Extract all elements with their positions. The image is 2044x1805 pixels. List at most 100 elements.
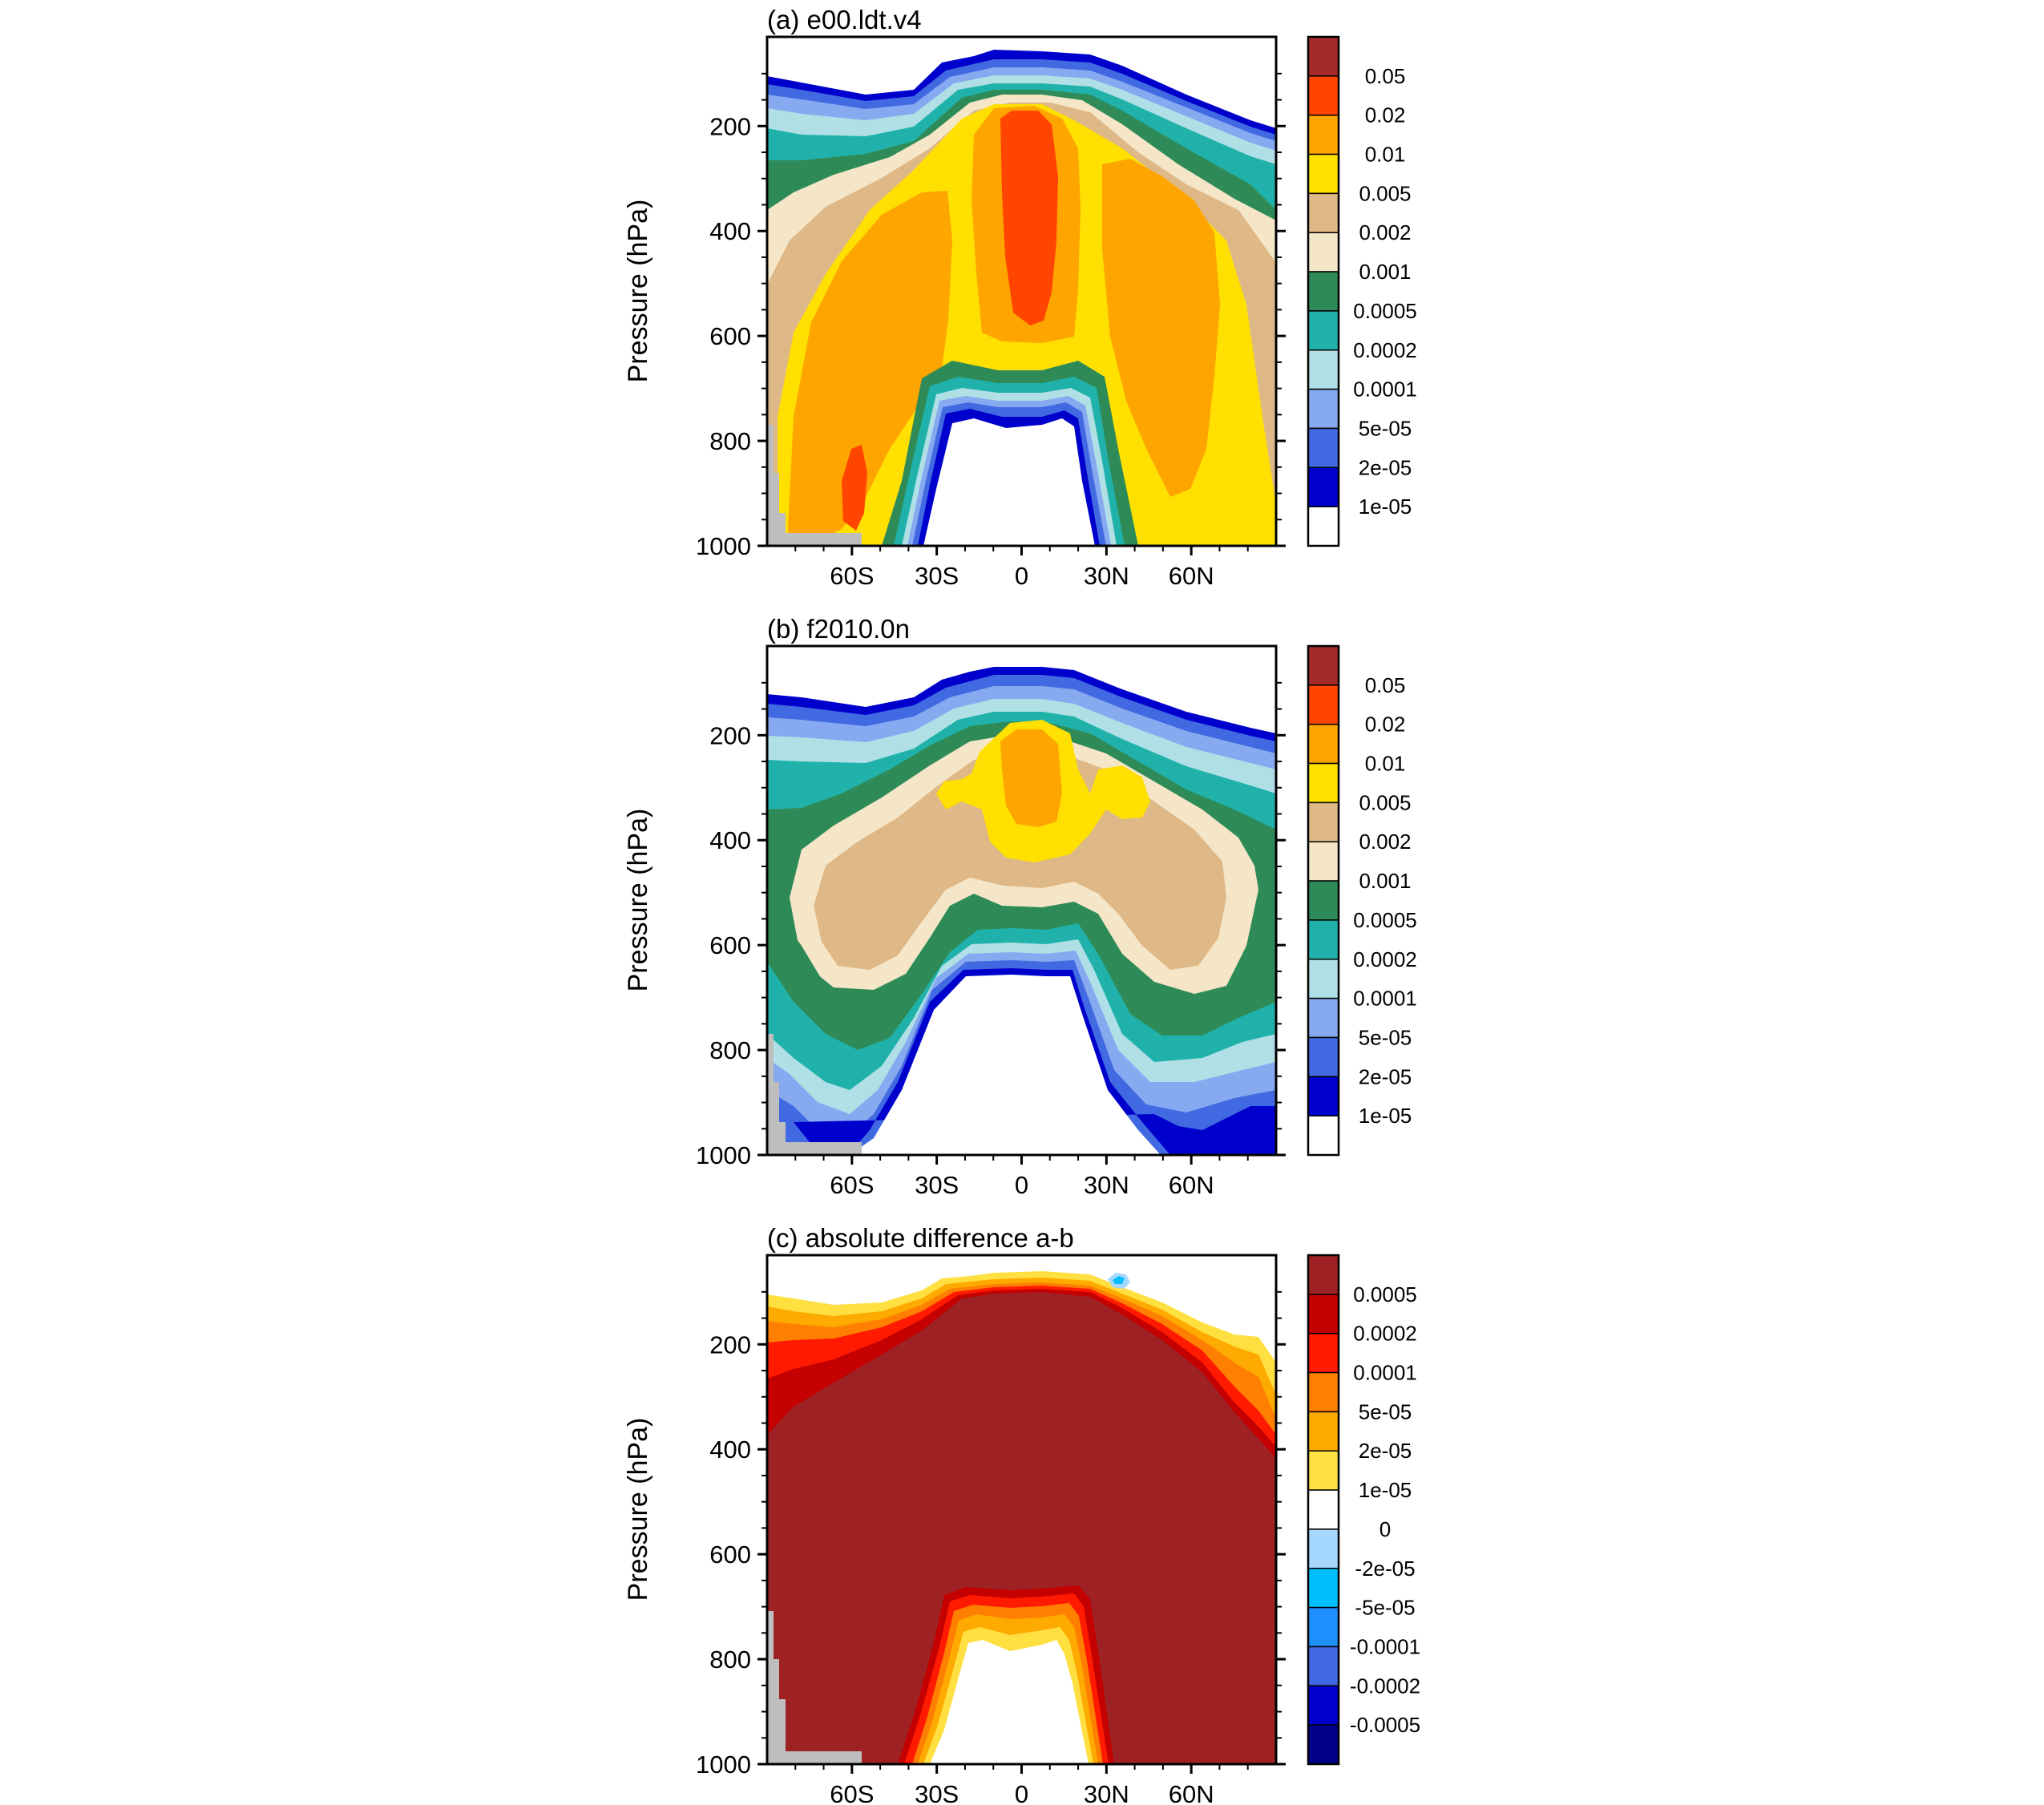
panel-b-colorbar-swatch bbox=[1307, 1076, 1339, 1117]
panel-a-region-white-dome bbox=[923, 418, 1095, 546]
panel-b-colorbar-label: 0.0005 bbox=[1353, 908, 1417, 932]
panel-b-colorbar: 0.05 0.02 0.01 0.005 0.002 0.001 0.0005 0.0002 0… bbox=[1307, 644, 1417, 1157]
panel-c-colorbar-label: 0 bbox=[1379, 1517, 1391, 1541]
panel-c-colorbar-label: -5e-05 bbox=[1355, 1596, 1415, 1620]
panel-c-colorbar-swatch bbox=[1307, 1528, 1339, 1569]
panel-a-region-2e02-south bbox=[842, 445, 867, 531]
panel-b-colorbar-swatch bbox=[1307, 841, 1339, 882]
panel-b-colorbar-label: 0.005 bbox=[1359, 790, 1411, 814]
panel-a-colorbar-swatch bbox=[1307, 271, 1339, 312]
panel-c-colorbar-swatch bbox=[1307, 1685, 1339, 1726]
panel-a-colorbar: 0.05 0.02 0.01 0.005 0.002 0.001 0.0005 0.0002 0… bbox=[1307, 35, 1417, 547]
panel-c-region-5e04 bbox=[767, 1292, 1276, 1764]
panel-a-missing-data bbox=[767, 425, 862, 546]
panel-b-colorbar-frame bbox=[1307, 644, 1340, 1157]
panel-c-region-negative-blob-core bbox=[1113, 1276, 1125, 1284]
panel-a-colorbar-label: 0.01 bbox=[1365, 143, 1406, 167]
panel-a-colorbar-swatch bbox=[1307, 427, 1339, 469]
panel-a-axes: 200 400 600 800 1000 60S 30S 0 30N 60N bbox=[696, 72, 1286, 590]
panel-a-colorbar-swatch bbox=[1307, 310, 1339, 351]
panel-b: (b) f2010.0n Pressure (hPa) 200 400 600 800… bbox=[623, 614, 1417, 1199]
panel-a-colorbar-swatch bbox=[1307, 153, 1339, 195]
panel-b-contours bbox=[767, 646, 1276, 1155]
panel-a-region-1e02-left bbox=[788, 191, 952, 546]
panel-a-colorbar-swatch bbox=[1307, 388, 1339, 430]
panel-a-colorbar-swatch bbox=[1307, 36, 1339, 77]
panel-c-colorbar-swatch bbox=[1307, 1332, 1339, 1374]
panel-b-colorbar-label: 0.0001 bbox=[1353, 987, 1417, 1011]
panel-b-region-white-dome bbox=[850, 975, 1161, 1155]
panel-b-colorbar-label: 0.001 bbox=[1359, 869, 1411, 893]
panel-b-colorbar-label: 0.05 bbox=[1365, 673, 1406, 697]
panel-b-colorbar-label: 0.01 bbox=[1365, 752, 1406, 776]
panel-a: (a) e00.ldt.v4 Pressure (hPa) bbox=[623, 5, 1417, 590]
panel-b-colorbar-swatch bbox=[1307, 645, 1339, 686]
panel-c-colorbar: 0.0005 0.0002 0.0001 5e-05 2e-05 1e-05 0 -2e-05… bbox=[1307, 1254, 1420, 1766]
panel-b-title: (b) f2010.0n bbox=[767, 614, 910, 644]
panel-a-title: (a) e00.ldt.v4 bbox=[767, 5, 922, 34]
panel-c-missing-data bbox=[767, 1611, 862, 1764]
panel-c-colorbar-label: 5e-05 bbox=[1359, 1399, 1412, 1423]
panel-c-xtick-label: 60S bbox=[830, 1780, 874, 1805]
panel-a-xtick-label: 0 bbox=[1015, 562, 1028, 590]
panel-c-colorbar-swatch bbox=[1307, 1489, 1339, 1530]
panel-a-colorbar-swatch bbox=[1307, 75, 1339, 116]
panel-c-ylabel: Pressure (hPa) bbox=[623, 1418, 653, 1601]
panel-a-colorbar-label: 0.002 bbox=[1359, 220, 1411, 244]
panel-c-colorbar-swatch bbox=[1307, 1294, 1339, 1335]
panel-b-ytick-label: 400 bbox=[709, 826, 751, 854]
panel-a-ytick-label: 800 bbox=[709, 427, 751, 455]
panel-c-contours bbox=[767, 1255, 1276, 1764]
panel-a-colorbar-label: 0.001 bbox=[1359, 260, 1411, 284]
panel-a-region-2e02-center bbox=[1000, 111, 1058, 325]
panel-a-colorbar-swatch bbox=[1307, 466, 1339, 507]
panel-c-title: (c) absolute difference a-b bbox=[767, 1223, 1074, 1253]
panel-c-colorbar-label: -0.0002 bbox=[1350, 1674, 1420, 1698]
panel-a-contours bbox=[767, 37, 1276, 546]
panel-a-xtick-label: 30N bbox=[1084, 562, 1129, 590]
panel-b-colorbar-swatch bbox=[1307, 919, 1339, 960]
panel-b-colorbar-label: 0.02 bbox=[1365, 713, 1406, 737]
panel-a-ylabel: Pressure (hPa) bbox=[623, 200, 653, 383]
panel-b-ytick-label: 200 bbox=[709, 721, 751, 749]
panel-c-region-zero-dome bbox=[930, 1640, 1089, 1764]
panel-c-colorbar-swatch bbox=[1307, 1411, 1339, 1452]
panel-c-colorbar-swatch bbox=[1307, 1724, 1339, 1765]
panel-a-ytick-label: 200 bbox=[709, 112, 751, 140]
panel-a-colorbar-label: 0.0001 bbox=[1353, 378, 1417, 402]
panel-a-colorbar-label: 5e-05 bbox=[1359, 416, 1412, 440]
panel-c-colorbar-label: 0.0001 bbox=[1353, 1361, 1417, 1385]
panel-a-colorbar-label: 0.02 bbox=[1365, 103, 1406, 127]
panel-b-colorbar-swatch bbox=[1307, 959, 1339, 999]
panel-b-colorbar-swatch bbox=[1307, 802, 1339, 842]
panel-b-region-1e02 bbox=[1000, 729, 1062, 827]
panel-c-colorbar-label: 2e-05 bbox=[1359, 1439, 1412, 1463]
panel-b-colorbar-label: 5e-05 bbox=[1359, 1025, 1412, 1049]
panel-b-xtick-label: 30S bbox=[915, 1171, 959, 1199]
panel-c-colorbar-swatch bbox=[1307, 1254, 1339, 1295]
panel-b-missing-data bbox=[767, 1034, 862, 1155]
panel-b-xtick-label: 30N bbox=[1084, 1171, 1129, 1199]
panel-c: (c) absolute difference a-b Pressure (hP… bbox=[623, 1223, 1420, 1805]
panel-b-ytick-label: 1000 bbox=[696, 1141, 751, 1169]
panel-c-colorbar-label: 1e-05 bbox=[1359, 1478, 1412, 1502]
panel-b-axes: 200 400 600 800 1000 60S 30S 0 30N 60N bbox=[696, 681, 1286, 1199]
panel-a-colorbar-swatch bbox=[1307, 232, 1339, 273]
panel-c-ytick-label: 800 bbox=[709, 1645, 751, 1674]
panel-b-colorbar-swatch bbox=[1307, 762, 1339, 804]
panel-a-colorbar-swatch bbox=[1307, 349, 1339, 390]
panel-c-axes: 200 400 600 800 1000 60S 30S 0 30N 60N bbox=[696, 1290, 1286, 1805]
panel-a-colorbar-label: 0.0005 bbox=[1353, 299, 1417, 323]
panel-c-colorbar-label: 0.0005 bbox=[1353, 1282, 1417, 1306]
panel-c-colorbar-swatch bbox=[1307, 1371, 1339, 1413]
panel-a-xtick-label: 60N bbox=[1169, 562, 1214, 590]
panel-a-ytick-label: 600 bbox=[709, 322, 751, 350]
panel-b-ytick-label: 600 bbox=[709, 931, 751, 959]
panel-c-colorbar-swatch bbox=[1307, 1645, 1339, 1687]
panel-a-region-1e02-right bbox=[1102, 159, 1220, 497]
panel-c-colorbar-label: 0.0002 bbox=[1353, 1322, 1417, 1346]
panel-b-xtick-label: 0 bbox=[1015, 1171, 1028, 1199]
panel-a-xtick-label: 30S bbox=[915, 562, 959, 590]
panel-c-ytick-label: 400 bbox=[709, 1436, 751, 1464]
